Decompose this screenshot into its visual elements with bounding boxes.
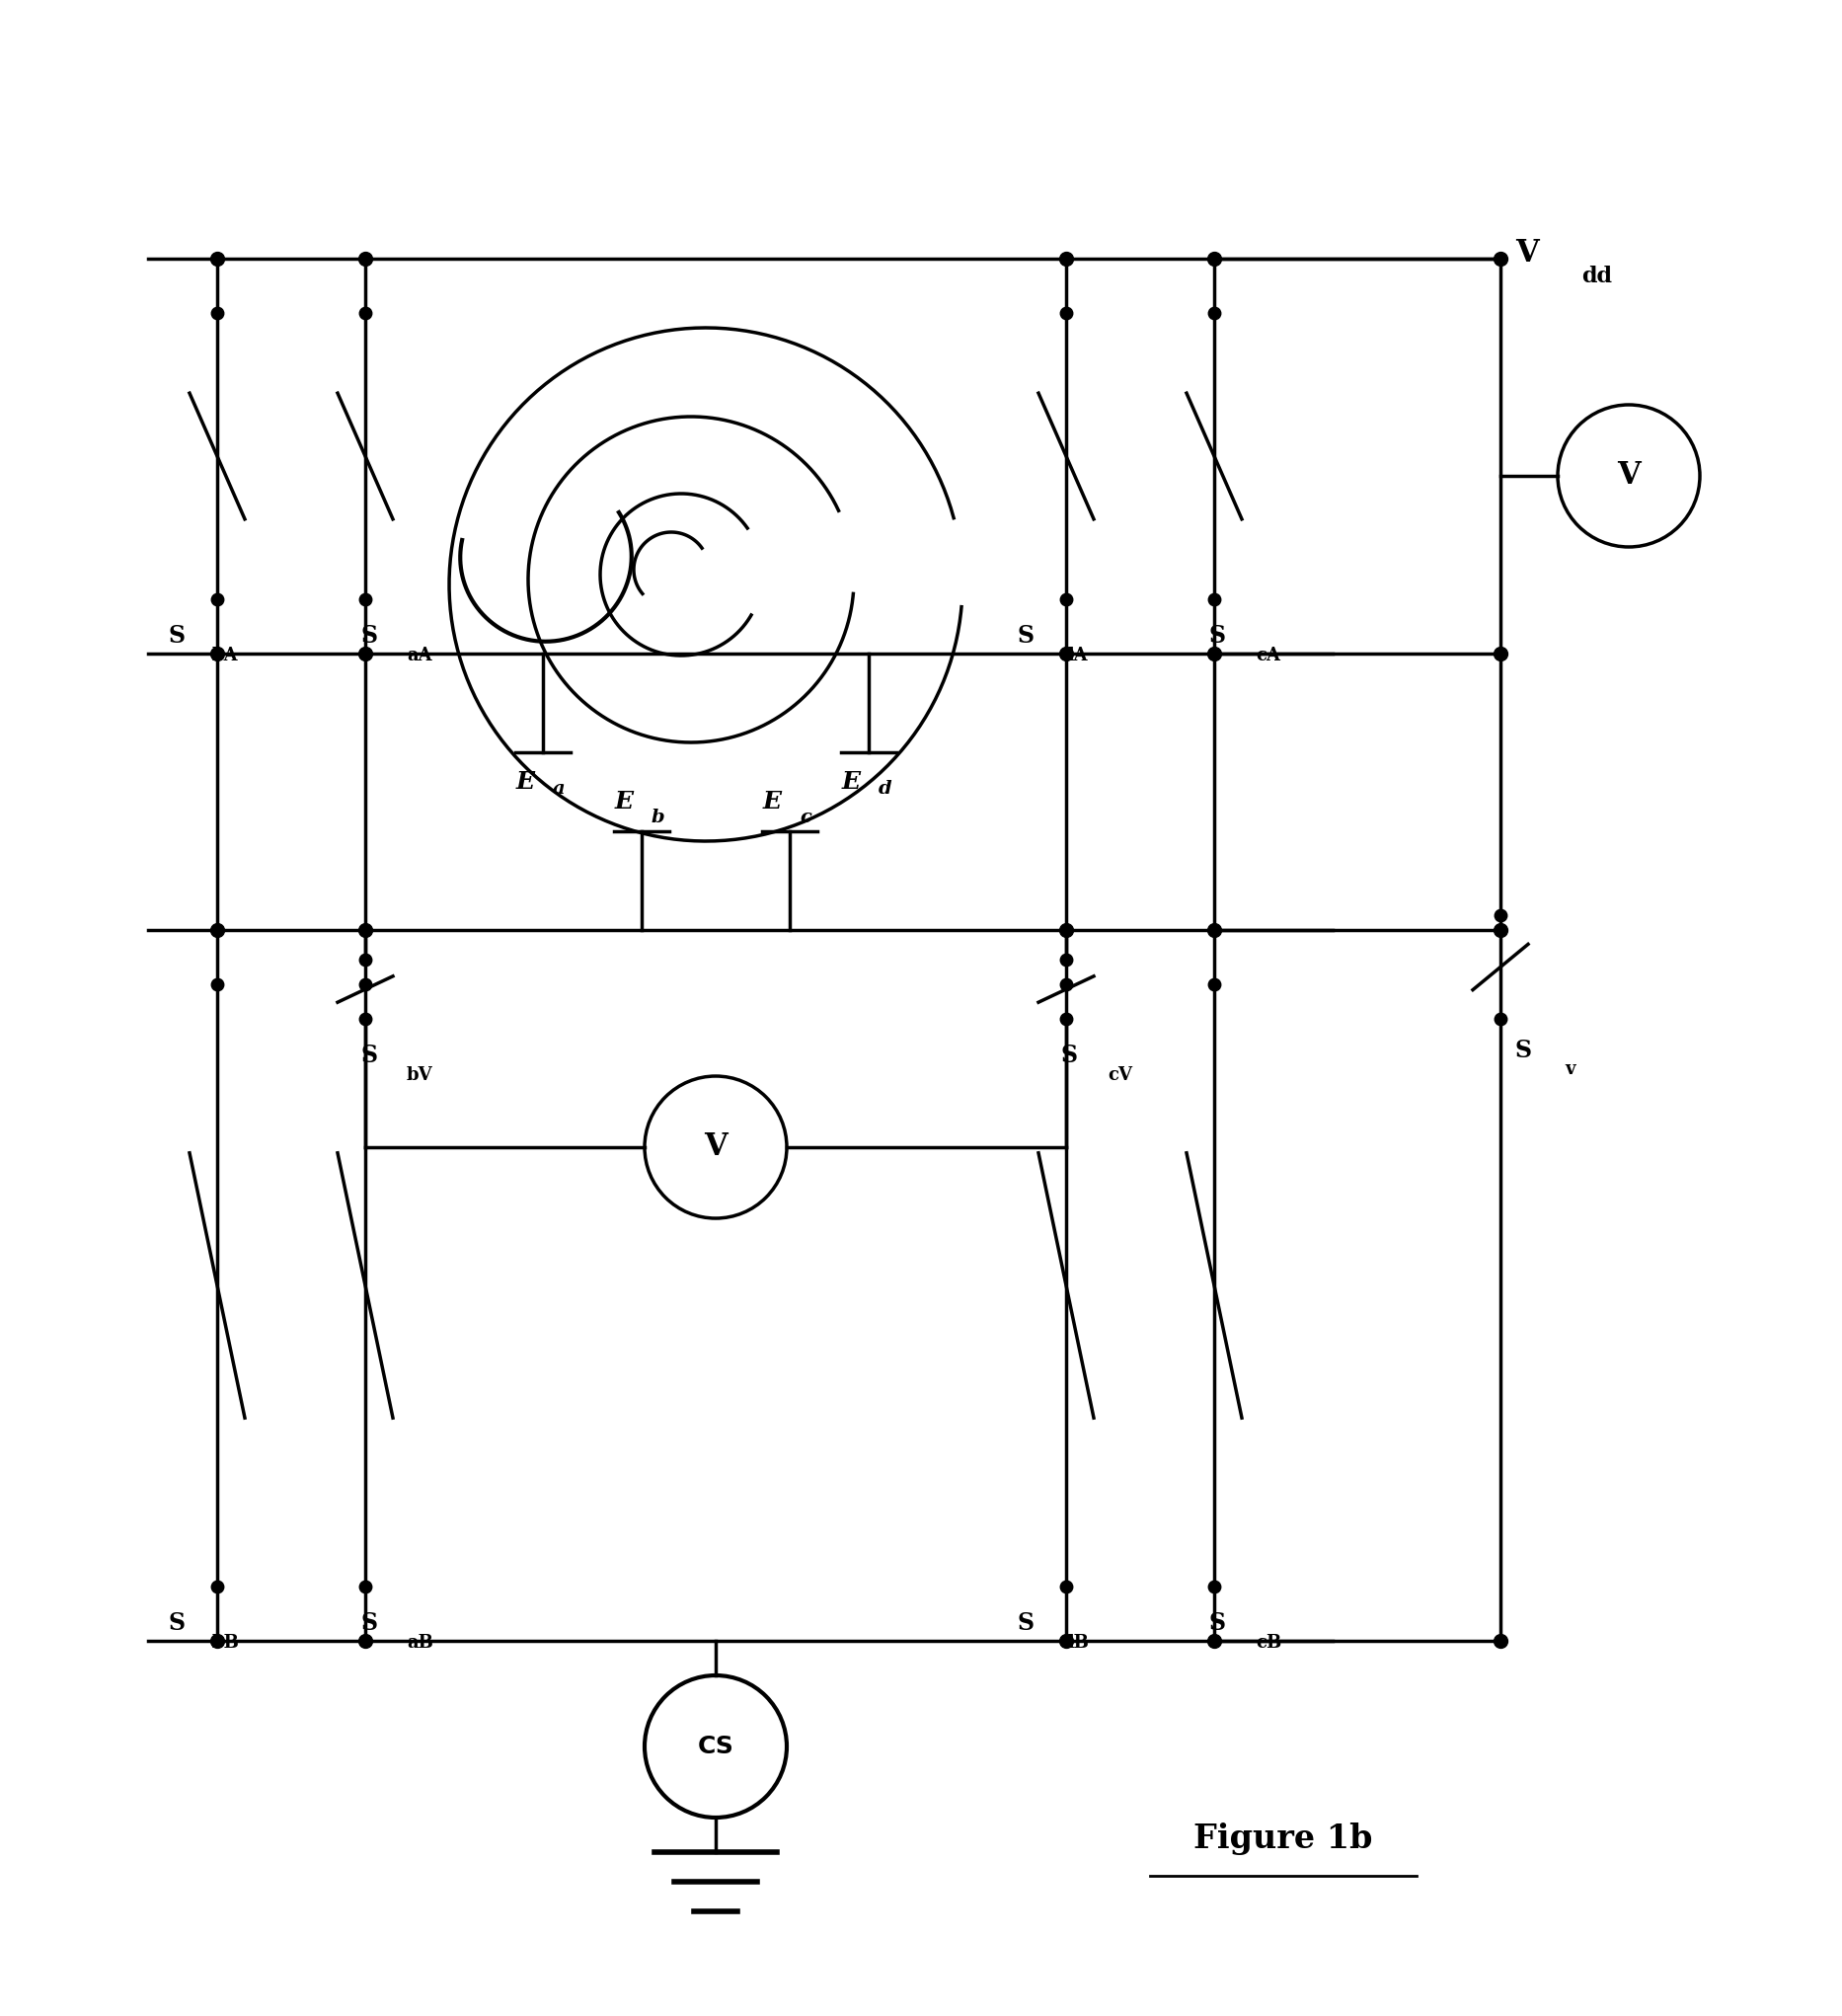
Text: bV: bV	[407, 1066, 433, 1085]
Text: E: E	[842, 770, 860, 794]
Text: bB: bB	[212, 1633, 239, 1651]
Text: a: a	[553, 780, 565, 798]
Text: cV: cV	[1107, 1066, 1133, 1085]
Text: CS: CS	[698, 1734, 733, 1758]
Text: c: c	[799, 808, 810, 827]
Text: Figure 1b: Figure 1b	[1194, 1822, 1372, 1855]
Text: S: S	[1017, 1611, 1033, 1635]
Text: V: V	[1617, 460, 1641, 492]
Text: V: V	[704, 1131, 728, 1163]
Text: S: S	[361, 625, 378, 647]
Text: E: E	[763, 790, 781, 814]
Text: S: S	[1017, 625, 1033, 647]
Text: E: E	[516, 770, 534, 794]
Text: dA: dA	[1061, 647, 1087, 665]
Text: S: S	[361, 1044, 378, 1066]
Text: S: S	[361, 1611, 378, 1635]
Text: V: V	[1516, 238, 1538, 268]
Text: v: v	[1564, 1060, 1575, 1079]
Text: E: E	[615, 790, 634, 814]
Text: cB: cB	[1256, 1633, 1282, 1651]
Text: aB: aB	[407, 1633, 433, 1651]
Text: S: S	[1208, 1611, 1227, 1635]
Text: S: S	[168, 1611, 184, 1635]
Text: S: S	[1208, 625, 1227, 647]
Text: S: S	[168, 625, 184, 647]
Text: S: S	[1516, 1038, 1533, 1062]
Text: b: b	[652, 808, 665, 827]
Text: bA: bA	[212, 647, 238, 665]
Text: d: d	[879, 780, 892, 798]
Text: dB: dB	[1061, 1633, 1089, 1651]
Text: cA: cA	[1256, 647, 1280, 665]
Text: S: S	[1061, 1044, 1078, 1066]
Text: dd: dd	[1582, 266, 1612, 288]
Text: aA: aA	[407, 647, 433, 665]
